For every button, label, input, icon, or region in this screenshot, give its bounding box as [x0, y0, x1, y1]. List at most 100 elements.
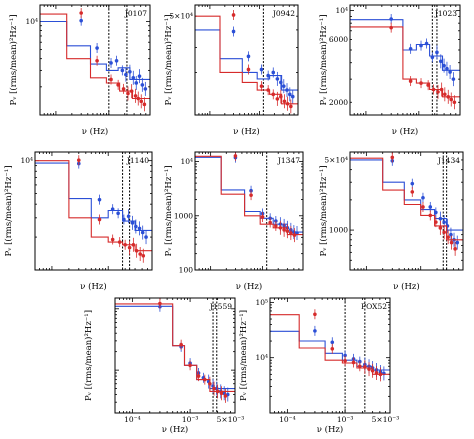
data-point [259, 67, 264, 72]
data-point [292, 233, 297, 237]
data-point [439, 87, 444, 92]
panel-pox52: 10⁵ 10⁴ 10⁻⁴ 10⁻³ 5×10⁻³ POX52 Pᵥ [(rms/mean)²… [238, 297, 400, 435]
axes-frame [39, 4, 151, 116]
data-point [215, 389, 220, 394]
data-point [452, 100, 457, 105]
data-point [233, 154, 238, 158]
data-point [266, 73, 270, 78]
series-group [270, 309, 390, 382]
data-point [110, 237, 115, 242]
step-model-line [40, 20, 150, 80]
step-model-line [35, 160, 152, 252]
data-point [428, 205, 433, 209]
panel-j0107: 10⁴ J0107 Pᵥ [(rms/mean)²Hz⁻¹] ν (Hz) [8, 4, 151, 137]
step-model-line [35, 162, 152, 231]
data-point [449, 240, 454, 245]
data-point [268, 220, 272, 225]
data-point [133, 94, 138, 98]
data-point [95, 58, 99, 63]
data-point [126, 214, 131, 219]
data-point [271, 70, 276, 75]
data-point [438, 226, 443, 230]
y-axis-label: Pᵥ [(rms/mean)²Hz⁻¹] [318, 14, 329, 105]
data-point [408, 47, 413, 51]
series-group [350, 152, 463, 256]
step-model-line [195, 29, 298, 91]
data-point [127, 245, 132, 250]
data-point [389, 25, 393, 30]
x-tick-label: 10⁻⁴ [279, 415, 296, 424]
data-point [134, 248, 139, 253]
data-point [282, 228, 286, 232]
data-point [208, 381, 212, 386]
data-point [434, 210, 438, 215]
data-point [137, 226, 142, 231]
data-point [275, 97, 280, 101]
y-axis-label: Pᵥ [(rms/mean)²Hz⁻¹] [163, 165, 174, 256]
data-point [231, 29, 236, 34]
data-point [140, 83, 145, 87]
step-model-line [350, 157, 463, 241]
data-point [285, 88, 289, 92]
data-point [95, 46, 99, 50]
data-point [138, 252, 142, 256]
data-point [179, 342, 183, 347]
series-group [35, 155, 152, 263]
data-point [438, 59, 443, 64]
data-point [260, 215, 265, 219]
panel-label: J1559 [209, 302, 232, 311]
data-point [188, 363, 192, 368]
data-point [134, 81, 139, 85]
data-point [142, 102, 147, 107]
data-point [219, 391, 224, 396]
y-tick-label: 10⁴ [335, 6, 348, 15]
panel-j1023: 10⁴ 6000 2000 J1023 Pᵥ [(rms/mean)²Hz⁻¹] ν (H… [318, 4, 461, 137]
data-point [281, 84, 286, 88]
data-point [442, 230, 446, 235]
data-point [97, 197, 102, 202]
data-point [131, 243, 136, 247]
step-model-line [350, 159, 463, 231]
data-point [443, 92, 447, 97]
data-point [343, 358, 347, 363]
panel-j1140: 10⁴ J1140 Pᵥ [(rms/mean)²Hz⁻¹] ν (Hz) [3, 151, 153, 292]
data-point [249, 193, 253, 197]
data-point [144, 235, 148, 239]
data-point [289, 231, 293, 235]
data-point [79, 11, 83, 15]
step-model-line [195, 155, 303, 236]
data-point [436, 90, 440, 94]
data-point [449, 232, 453, 237]
axes-frame [34, 151, 153, 271]
data-point [114, 58, 119, 63]
data-point [109, 61, 113, 65]
data-point [140, 230, 145, 235]
data-point [131, 75, 136, 80]
data-point [110, 207, 115, 211]
y-tick-label: 10⁴ [255, 353, 268, 362]
data-point [289, 104, 293, 109]
x-tick-label: 5×10⁻³ [372, 415, 400, 424]
data-point [285, 229, 290, 233]
data-point [279, 80, 283, 85]
data-point [143, 87, 148, 91]
data-point [290, 94, 295, 99]
data-point [374, 371, 379, 375]
data-point [139, 99, 144, 104]
y-axis-label: Pᵥ [(rms/mean)²Hz⁻¹] [318, 165, 329, 256]
panel-label: J0107 [124, 9, 147, 18]
data-point [435, 50, 439, 55]
data-point [408, 79, 413, 83]
step-model-line [270, 330, 390, 371]
data-point [79, 18, 83, 23]
x-tick-label: 10⁻³ [337, 415, 354, 424]
y-tick-label: 10⁵ [255, 298, 268, 307]
axes-frame [194, 151, 304, 271]
data-point [367, 367, 371, 371]
data-point [259, 84, 264, 88]
step-model-line [270, 314, 390, 375]
panel-j0942: 5×10⁴ J0942 Pᵥ [(rms/mean)²Hz⁻¹] ν (Hz) [163, 4, 299, 137]
step-model-line [350, 26, 460, 98]
data-point [390, 155, 395, 160]
